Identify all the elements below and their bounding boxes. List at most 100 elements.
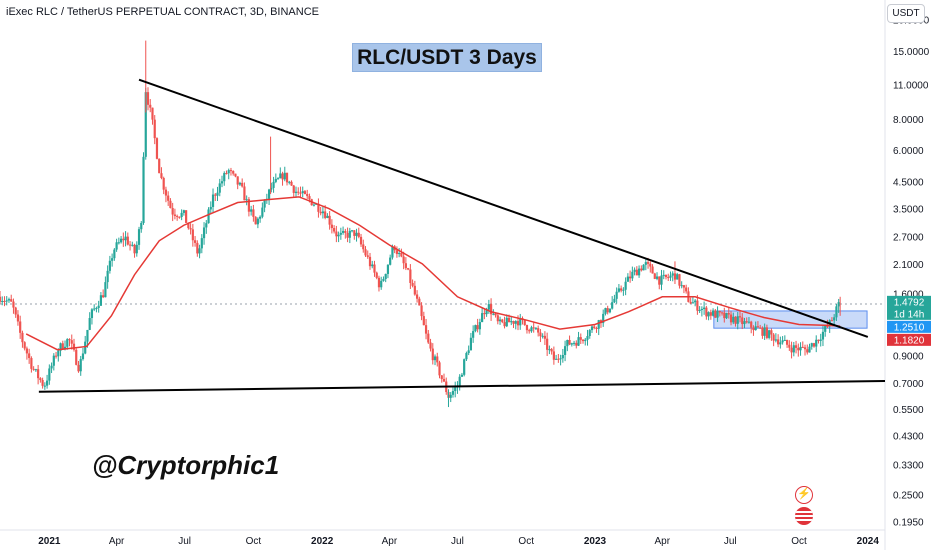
candle-body (247, 199, 251, 212)
candle-body (806, 349, 809, 353)
candle-body (133, 244, 136, 254)
trendlines-layer (38, 78, 886, 393)
price-tick-label: 2.7000 (893, 233, 924, 244)
candle-body (202, 227, 206, 239)
candle-body (449, 394, 452, 398)
price-tick-label: 8.0000 (893, 115, 924, 126)
candle-body (678, 274, 681, 286)
candle-body (790, 347, 793, 353)
candle-body (395, 250, 399, 254)
candle-body (646, 262, 650, 264)
candle-body (420, 305, 423, 317)
candle-body (631, 271, 634, 279)
candles-layer (0, 40, 841, 408)
candle-body (312, 204, 316, 206)
candle-body (261, 207, 264, 217)
candle-body (546, 338, 549, 350)
candle-body (256, 218, 259, 225)
candle-body (346, 232, 349, 238)
candle-body (745, 321, 748, 323)
lightning-icon[interactable]: ⚡ (795, 486, 813, 504)
candle-body (671, 273, 674, 276)
candle-body (160, 173, 163, 178)
candle-body (707, 312, 710, 317)
candle-body (189, 228, 192, 230)
candle-body (752, 327, 755, 331)
currency-unit-button[interactable]: USDT (887, 4, 925, 23)
candle-body (350, 230, 354, 232)
candle-body (267, 189, 271, 199)
candle-body (66, 339, 69, 347)
candle-body (777, 339, 780, 345)
candle-body (171, 208, 174, 215)
candle-body (424, 325, 428, 334)
candle-body (126, 236, 129, 245)
candle-body (530, 327, 533, 332)
candle-body (602, 313, 605, 324)
candle-body (285, 172, 289, 183)
candle-body (81, 353, 85, 360)
candle-body (472, 331, 475, 338)
candle-body (481, 313, 484, 323)
candle-body (774, 339, 777, 341)
candle-body (750, 321, 753, 328)
candle-body (220, 181, 224, 184)
price-tick-label: 3.5000 (893, 205, 924, 216)
candle-body (259, 216, 262, 219)
candle-body (149, 104, 152, 108)
candle-body (252, 209, 255, 217)
candle-body (10, 299, 13, 302)
candle-body (63, 346, 67, 349)
candle-body (761, 327, 764, 336)
candle-body (254, 216, 257, 225)
candle-body (810, 343, 813, 347)
candle-body (7, 299, 11, 301)
candle-body (824, 326, 827, 332)
time-axis: 2021 Apr Jul Oct 2022 Apr Jul Oct 2023 Apr Jul Oct 2… (38, 536, 879, 547)
candle-body (45, 380, 49, 386)
candle-body (68, 339, 71, 341)
candle-body (561, 354, 564, 359)
candle-body (366, 255, 369, 257)
candle-body (19, 321, 22, 333)
candle-body (104, 282, 107, 298)
candle-body (801, 346, 804, 348)
candle-body (427, 333, 430, 343)
candle-body (483, 313, 486, 315)
candle-body (797, 347, 800, 351)
candle-body (142, 156, 145, 223)
candle-body (158, 158, 161, 174)
candle-body (833, 317, 836, 321)
price-tick-label: 0.7000 (893, 379, 924, 390)
candle-body (835, 306, 838, 318)
candle-body (664, 274, 668, 278)
candle-body (77, 364, 80, 372)
candle-body (151, 107, 154, 120)
candle-body (703, 307, 706, 309)
candle-body (747, 321, 751, 323)
candle-body (669, 275, 672, 278)
candle-body (362, 244, 365, 250)
candle-body (353, 230, 356, 236)
chart-title-annotation: RLC/USDT 3 Days (352, 43, 542, 72)
candle-body (400, 253, 403, 257)
candle-body (548, 349, 551, 351)
candle-body (729, 314, 733, 323)
candle-body (575, 342, 578, 346)
candle-body (50, 365, 53, 369)
candle-body (812, 343, 816, 347)
candle-body (344, 230, 347, 233)
candle-body (523, 320, 526, 326)
candle-body (135, 244, 138, 254)
candle-body (799, 346, 802, 351)
candle-body (494, 313, 497, 316)
candle-body (725, 313, 728, 319)
candle-body (39, 378, 42, 381)
candle-body (276, 178, 280, 180)
candle-body (84, 341, 87, 354)
candle-body (61, 343, 64, 349)
candle-body (232, 171, 235, 174)
us-flag-icon[interactable] (795, 507, 813, 525)
symbol-header: iExec RLC / TetherUS PERPETUAL CONTRACT,… (6, 6, 319, 18)
